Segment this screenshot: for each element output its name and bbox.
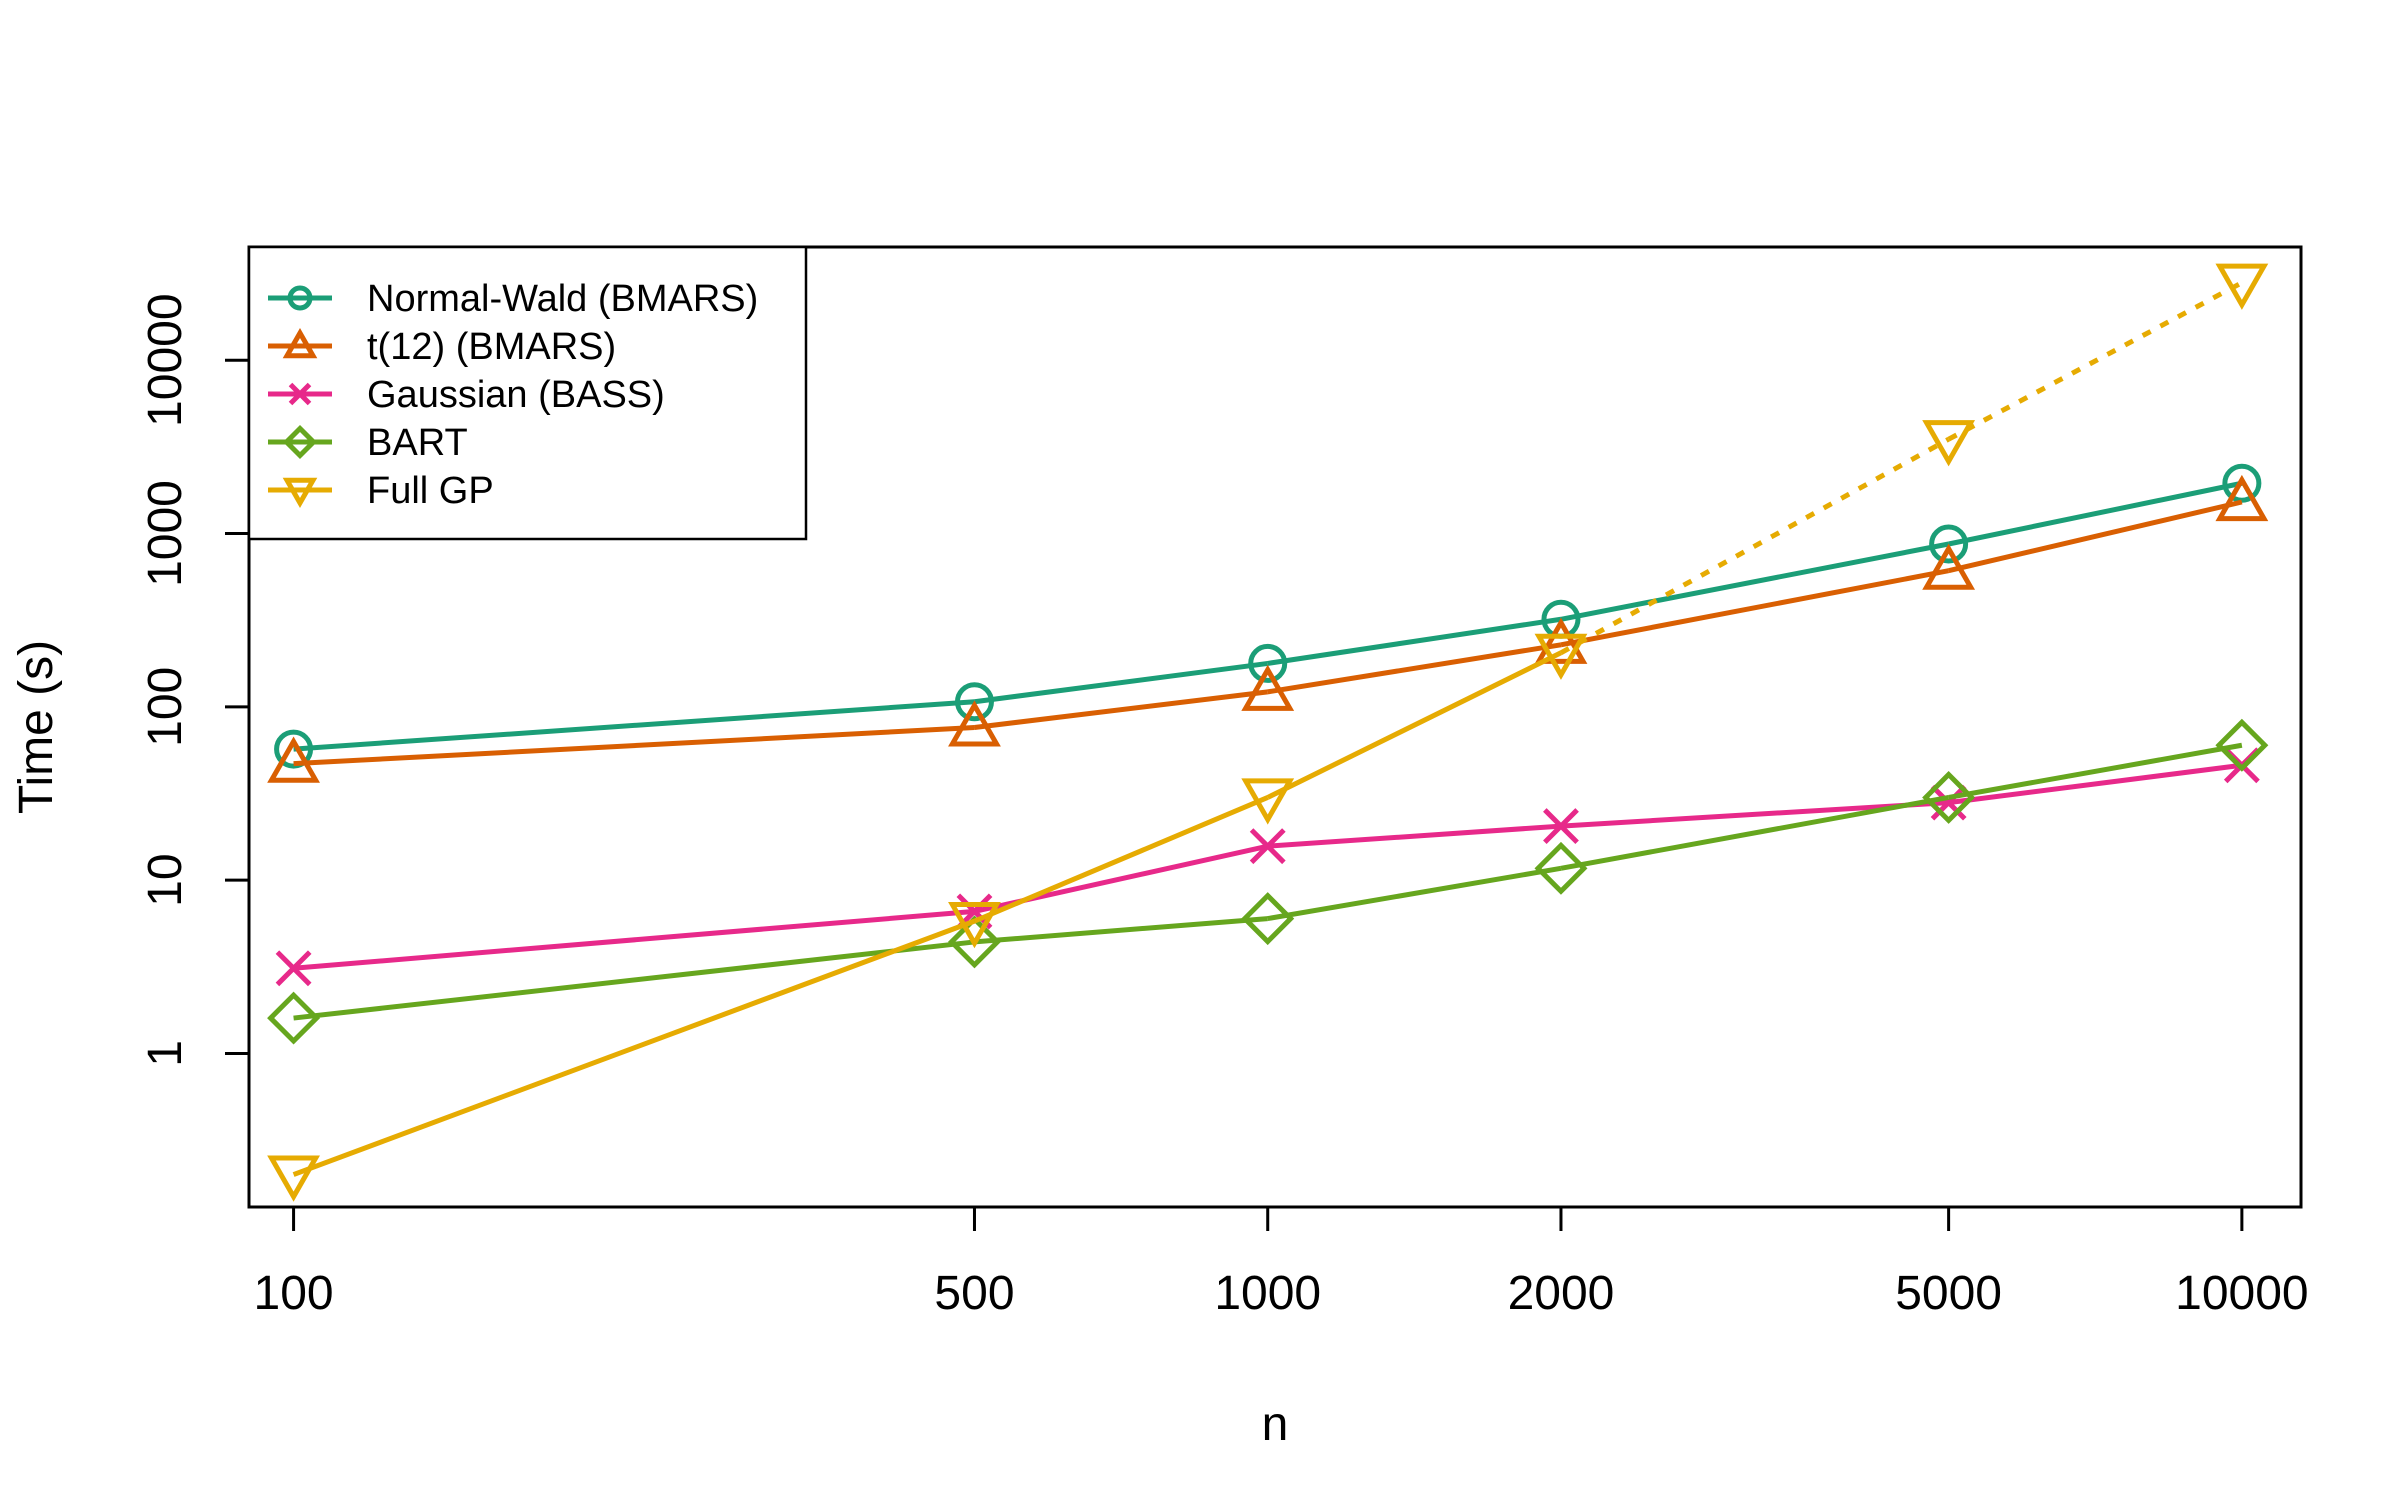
y-axis: 1 10 100 1000 10000 <box>139 293 251 1067</box>
legend-label: BART <box>367 422 468 464</box>
series-segment <box>974 689 1269 730</box>
data-point <box>1543 808 1579 845</box>
data-point <box>1248 643 1288 683</box>
series-segment <box>1266 650 1563 800</box>
data-point <box>1922 543 1976 590</box>
data-point <box>1922 770 1976 824</box>
data-point <box>267 736 320 783</box>
x-tick-label: 2000 <box>1508 1267 1615 1320</box>
series-layer <box>267 263 2269 1202</box>
data-point <box>1534 841 1588 895</box>
legend-marker <box>288 382 312 406</box>
series-segment <box>974 660 1269 705</box>
series-segment <box>1267 865 1562 922</box>
data-point <box>1930 784 1967 821</box>
series-segment <box>293 939 975 1021</box>
data-point <box>274 729 314 769</box>
series-full-gp <box>267 263 2269 1202</box>
legend-entry-full-gp: Full GP <box>268 470 494 512</box>
x-axis: 100 500 1000 2000 5000 10000 <box>254 1205 2309 1320</box>
data-point <box>954 682 994 722</box>
series-segment <box>1267 823 1562 849</box>
data-point <box>267 991 321 1045</box>
series-segment <box>1267 642 1562 695</box>
series-t-12-bmars <box>267 474 2269 783</box>
legend-marker <box>282 327 318 359</box>
legend: Normal-Wald (BMARS) t(12) (BMARS) Gaussian… <box>247 245 808 541</box>
series-segment <box>1560 541 1950 622</box>
legend-entry-t-12-bmars: t(12) (BMARS) <box>268 326 616 368</box>
data-point <box>1929 524 1969 564</box>
data-point <box>2215 263 2269 310</box>
data-point <box>1534 633 1588 680</box>
y-tick-label: 1 <box>139 1040 192 1067</box>
data-point <box>948 700 1001 747</box>
x-tick-label: 100 <box>254 1267 334 1320</box>
data-point <box>275 950 312 987</box>
legend-marker <box>282 424 318 460</box>
x-tick-label: 500 <box>934 1267 1014 1320</box>
legend-label: Normal-Wald (BMARS) <box>367 278 758 320</box>
x-tick-label: 10000 <box>2175 1267 2308 1320</box>
legend-entry-gaussian-bass: Gaussian (BASS) <box>268 374 665 416</box>
x-tick-label: 1000 <box>1214 1267 1321 1320</box>
series-normal-wald-bmars <box>274 463 2262 769</box>
legend-marker <box>282 477 318 509</box>
legend-label: Full GP <box>367 470 494 512</box>
legend-box <box>247 245 808 541</box>
data-point <box>267 1155 320 1202</box>
series-segment <box>1948 499 2243 574</box>
series-segment-extrapolated <box>1947 280 2244 442</box>
series-segment <box>293 908 975 971</box>
data-point <box>1922 420 1976 467</box>
y-tick-label: 1000 <box>139 480 192 587</box>
series-segment <box>1948 742 2243 800</box>
series-segment <box>1267 616 1562 666</box>
series-segment <box>974 916 1268 945</box>
data-point <box>1241 892 1295 946</box>
data-point <box>1241 778 1295 825</box>
series-segment <box>1560 800 1949 829</box>
y-tick-label: 100 <box>139 667 192 747</box>
data-point <box>2215 474 2269 522</box>
x-axis-title: n <box>1262 1398 1289 1451</box>
series-segment <box>293 724 975 767</box>
data-point <box>1534 617 1588 664</box>
series-bart <box>267 718 2269 1045</box>
series-segment <box>973 795 1269 924</box>
data-point <box>2215 718 2269 772</box>
legend-label: t(12) (BMARS) <box>367 326 616 368</box>
legend-entry-bart: BART <box>268 422 468 464</box>
data-point <box>1249 828 1286 865</box>
series-segment-extrapolated <box>1559 437 1950 655</box>
y-axis-title: Time (s) <box>10 640 63 814</box>
data-point <box>947 915 1001 969</box>
legend-marker <box>287 285 313 311</box>
y-tick-label: 10 <box>139 853 192 906</box>
x-tick-label: 5000 <box>1895 1267 2002 1320</box>
series-segment <box>1948 762 2243 806</box>
y-tick-label: 10000 <box>139 293 192 426</box>
legend-entry-normal-wald-bmars: Normal-Wald (BMARS) <box>268 278 758 320</box>
series-segment <box>1948 480 2243 547</box>
series-segment <box>293 699 975 752</box>
series-segment <box>292 918 976 1177</box>
series-segment <box>1560 568 1950 648</box>
series-segment <box>1560 794 1950 871</box>
data-point <box>1241 664 1295 711</box>
data-point <box>948 902 1001 949</box>
data-point <box>2222 463 2262 503</box>
legend-label: Gaussian (BASS) <box>367 374 665 416</box>
